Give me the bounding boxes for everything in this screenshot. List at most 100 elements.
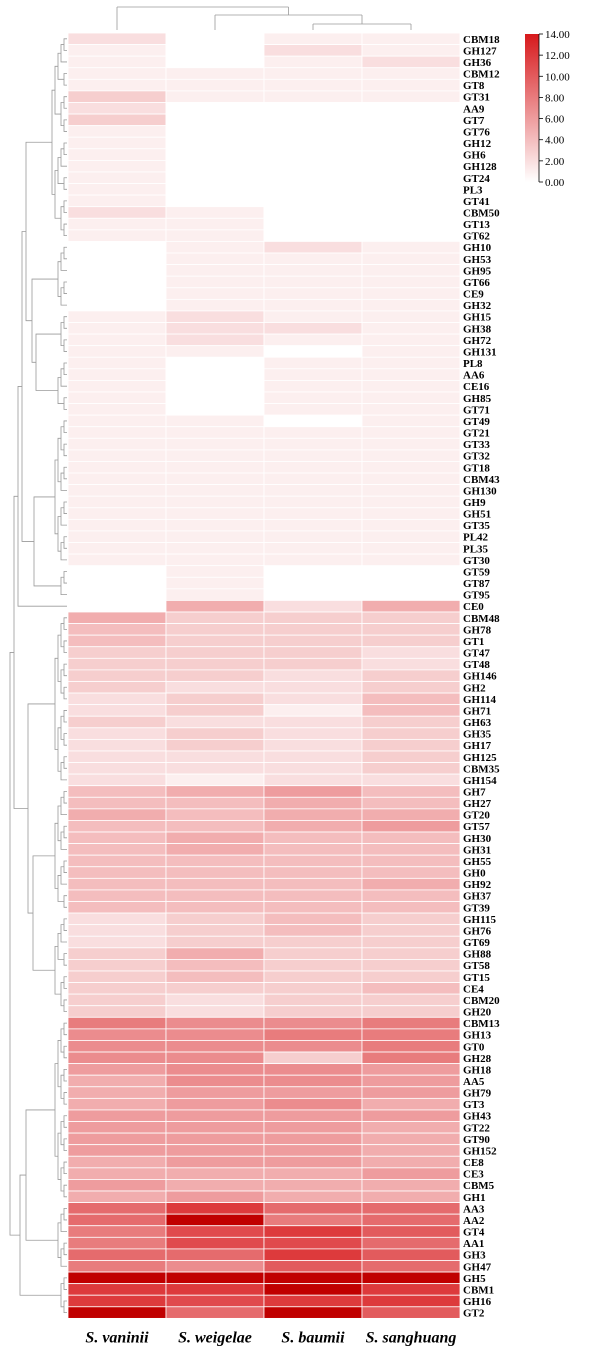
heatmap-cell <box>361 78 461 92</box>
dendrogram-branch <box>63 999 67 1012</box>
heatmap-cell <box>361 495 461 509</box>
heatmap-cell <box>67 32 167 45</box>
heatmap-cell <box>67 877 167 891</box>
heatmap-cell <box>263 183 363 196</box>
heatmap-cell <box>263 275 363 289</box>
dendrogram-branch <box>60 1074 64 1099</box>
heatmap-cell <box>67 970 167 983</box>
heatmap-cell <box>361 148 461 161</box>
heatmap-cell <box>263 403 363 416</box>
heatmap-cell <box>361 252 461 266</box>
heatmap-cell <box>361 669 461 682</box>
heatmap-cell <box>263 518 363 532</box>
heatmap-cell <box>165 322 265 335</box>
heatmap-cell <box>361 1260 461 1273</box>
heatmap-cell <box>165 1109 265 1122</box>
row-label: GH63 <box>463 717 492 729</box>
heatmap-cell <box>165 1051 265 1065</box>
heatmap-cell <box>67 368 167 381</box>
heatmap-cell <box>263 90 363 103</box>
heatmap-cell <box>67 44 167 57</box>
heatmap-cell <box>361 854 461 868</box>
heatmap-cell <box>263 472 363 486</box>
row-label: CE4 <box>463 983 484 995</box>
row-label: GT41 <box>463 196 490 208</box>
dendrogram-branch <box>9 652 20 1236</box>
row-label: GH18 <box>463 1064 492 1076</box>
heatmap-cell <box>67 125 167 138</box>
dendrogram-branch <box>32 855 55 971</box>
heatmap-cell <box>263 495 363 509</box>
heatmap-cell <box>263 1236 363 1250</box>
row-label: GT8 <box>463 80 485 92</box>
heatmap-cell <box>165 449 265 462</box>
heatmap-cell <box>361 704 461 717</box>
dendrogram-branch <box>13 495 28 809</box>
dendrogram-branch <box>57 727 61 772</box>
heatmap-cell <box>67 287 167 300</box>
heatmap-cell <box>67 1016 167 1030</box>
heatmap-cell <box>67 576 167 590</box>
heatmap-cell <box>67 102 167 115</box>
dendrogram-branch <box>63 860 67 873</box>
heatmap-cell <box>361 1144 461 1157</box>
row-label: GT57 <box>463 821 490 833</box>
heatmap-cell <box>263 553 363 567</box>
heatmap-cell <box>263 78 363 92</box>
heatmap-cell <box>263 854 363 868</box>
heatmap-cell <box>263 669 363 682</box>
heatmap-cell <box>361 1016 461 1030</box>
heatmap-cell <box>67 611 167 624</box>
heatmap-cell <box>165 1155 265 1169</box>
heatmap-cell <box>67 1236 167 1250</box>
heatmap-cell <box>67 727 167 740</box>
heatmap-cell <box>263 171 363 184</box>
heatmap-cell <box>361 924 461 937</box>
heatmap-cell <box>165 1283 265 1296</box>
heatmap-cell <box>165 947 265 960</box>
row-label: GT30 <box>463 555 490 567</box>
heatmap-cell <box>67 993 167 1007</box>
heatmap-cell <box>67 183 167 196</box>
heatmap-cell <box>263 1202 363 1215</box>
row-label: GT69 <box>463 937 490 949</box>
heatmap-cell <box>67 194 167 208</box>
dendrogram-branch <box>63 1207 67 1221</box>
heatmap-cell <box>165 553 265 567</box>
row-label: GT71 <box>463 404 490 416</box>
heatmap-cell <box>263 1109 363 1122</box>
heatmap-cell <box>165 287 265 300</box>
heatmap-cell <box>263 507 363 520</box>
heatmap-cell <box>165 634 265 648</box>
heatmap-cell <box>67 947 167 960</box>
heatmap-cell <box>361 379 461 393</box>
heatmap-cell <box>361 403 461 416</box>
heatmap-cell <box>165 368 265 381</box>
heatmap-cell <box>263 1190 363 1203</box>
heatmap-cell <box>361 877 461 891</box>
row-label: GT35 <box>463 520 490 532</box>
row-label: GH130 <box>463 485 497 497</box>
dendrogram-branch <box>63 420 67 433</box>
row-label: GT3 <box>463 1099 485 1111</box>
heatmap-cell <box>361 646 461 659</box>
row-label: GH10 <box>463 242 492 254</box>
heatmap-cell <box>361 102 461 115</box>
heatmap-cell <box>67 623 167 636</box>
heatmap-cell <box>361 298 461 312</box>
heatmap-cell <box>263 831 363 845</box>
row-label: GT66 <box>463 277 490 289</box>
row-label: GT1 <box>463 636 484 648</box>
heatmap-cell <box>67 1271 167 1285</box>
row-label: PL8 <box>463 358 483 370</box>
heatmap-cell <box>361 611 461 624</box>
heatmap-cell <box>263 1097 363 1111</box>
heatmap-cell <box>165 704 265 717</box>
heatmap-cell <box>165 78 265 92</box>
row-label: GH2 <box>463 682 486 694</box>
row-label: GH92 <box>463 879 492 891</box>
heatmap-cell <box>263 1294 363 1308</box>
row-label: GH27 <box>463 798 492 810</box>
row-label: GH53 <box>463 254 492 266</box>
heatmap-cell <box>361 287 461 300</box>
